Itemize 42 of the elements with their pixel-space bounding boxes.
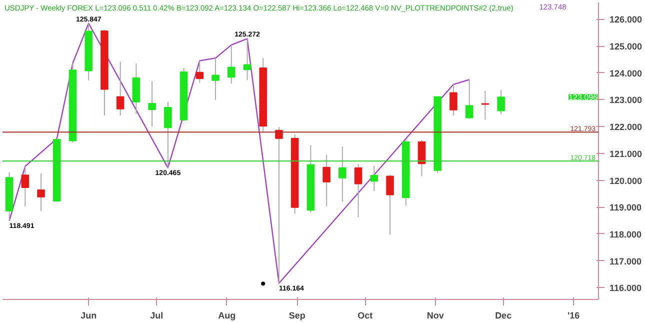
y-tick-label: 123.000 xyxy=(610,95,642,106)
y-tick-label: 119.000 xyxy=(610,202,642,213)
x-tick-label: Sep xyxy=(288,310,306,320)
candlestick xyxy=(497,89,505,114)
y-tick-label: 125.000 xyxy=(610,42,642,52)
candlestick xyxy=(481,90,490,120)
candlestick xyxy=(418,139,426,177)
candlestick xyxy=(227,44,236,84)
candlestick xyxy=(21,166,30,207)
candlestick xyxy=(212,58,220,100)
candlestick xyxy=(148,80,156,128)
candlestick xyxy=(370,165,378,192)
candlestick xyxy=(243,38,252,81)
candlestick xyxy=(450,84,458,116)
x-tick-label: '16 xyxy=(567,310,580,320)
x-tick-label: Oct xyxy=(358,310,373,320)
x-tick-label: Aug xyxy=(218,310,236,320)
line-series xyxy=(8,22,470,284)
y-tick-label: 116.000 xyxy=(610,283,642,294)
candlestick xyxy=(116,61,124,116)
y-tick-label: 118.000 xyxy=(610,229,642,240)
candlestick xyxy=(37,173,45,212)
x-tick-label: Nov xyxy=(426,310,444,320)
y-tick-label: 117.000 xyxy=(610,256,642,266)
annotation: 123.096 xyxy=(568,93,598,102)
candlestick xyxy=(465,79,474,120)
y-tick-label: 122.000 xyxy=(610,122,642,132)
y-tick-label: 124.000 xyxy=(610,68,642,78)
y-tick-label: 120.000 xyxy=(610,176,642,186)
candlestick xyxy=(196,60,204,84)
candlestick xyxy=(338,146,346,202)
y-tick-label: 126.000 xyxy=(610,14,642,25)
candlestick xyxy=(354,164,362,218)
x-tick-label: Jun xyxy=(80,310,97,320)
x-tick-label: Jul xyxy=(150,310,164,320)
x-tick-label: Dec xyxy=(495,310,512,320)
y-tick-label: 121.000 xyxy=(610,148,642,159)
candlestick xyxy=(132,62,140,114)
candlestick xyxy=(322,154,330,207)
candlestick xyxy=(164,101,172,168)
candlestick xyxy=(386,174,394,236)
candlestick xyxy=(275,126,283,284)
